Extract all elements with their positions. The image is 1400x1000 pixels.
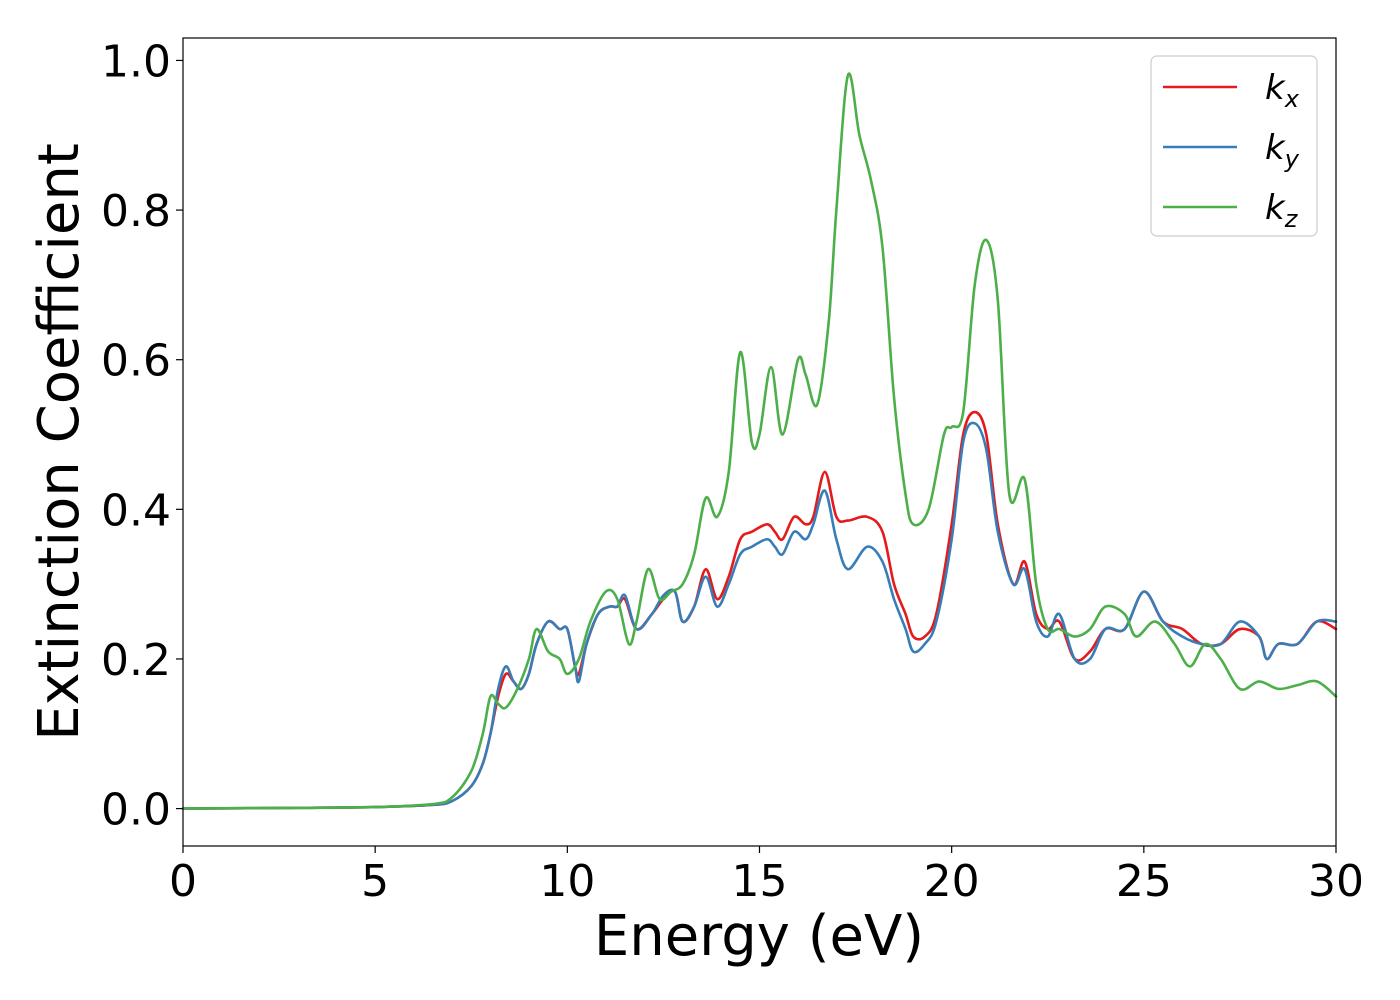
x-tick-label-0: 0 <box>169 856 197 907</box>
x-axis: 0 5 10 15 20 25 30 <box>169 846 1364 907</box>
y-axis: 0.0 0.2 0.4 0.6 0.8 1.0 <box>101 36 183 836</box>
x-tick-label-25: 25 <box>1116 856 1172 907</box>
y-tick-label-0.6: 0.6 <box>101 336 171 387</box>
x-tick-label-30: 30 <box>1308 856 1364 907</box>
y-tick-label-0.2: 0.2 <box>101 635 171 686</box>
legend-items: kx ky kz <box>1163 68 1300 233</box>
series-line-k-y <box>181 421 1338 810</box>
x-tick-label-20: 20 <box>924 856 980 907</box>
series-layer <box>181 72 1338 810</box>
x-axis-label: Energy (eV) <box>594 904 924 969</box>
x-tick-label-10: 10 <box>539 856 595 907</box>
x-tick-label-15: 15 <box>732 856 788 907</box>
y-axis-label: Extinction Coefficient <box>27 143 92 741</box>
legend: kx ky kz <box>1150 55 1318 237</box>
legend-label-k-z: kz <box>1265 188 1299 233</box>
series-line-k-z <box>181 72 1338 810</box>
legend-label-k-x: kx <box>1265 68 1300 113</box>
x-tick-label-5: 5 <box>361 856 389 907</box>
y-tick-label-0.4: 0.4 <box>101 485 171 536</box>
legend-label-k-y: ky <box>1265 128 1300 173</box>
y-tick-label-0.0: 0.0 <box>101 785 171 836</box>
y-tick-label-1.0: 1.0 <box>101 36 171 87</box>
y-tick-label-0.8: 0.8 <box>101 186 171 237</box>
